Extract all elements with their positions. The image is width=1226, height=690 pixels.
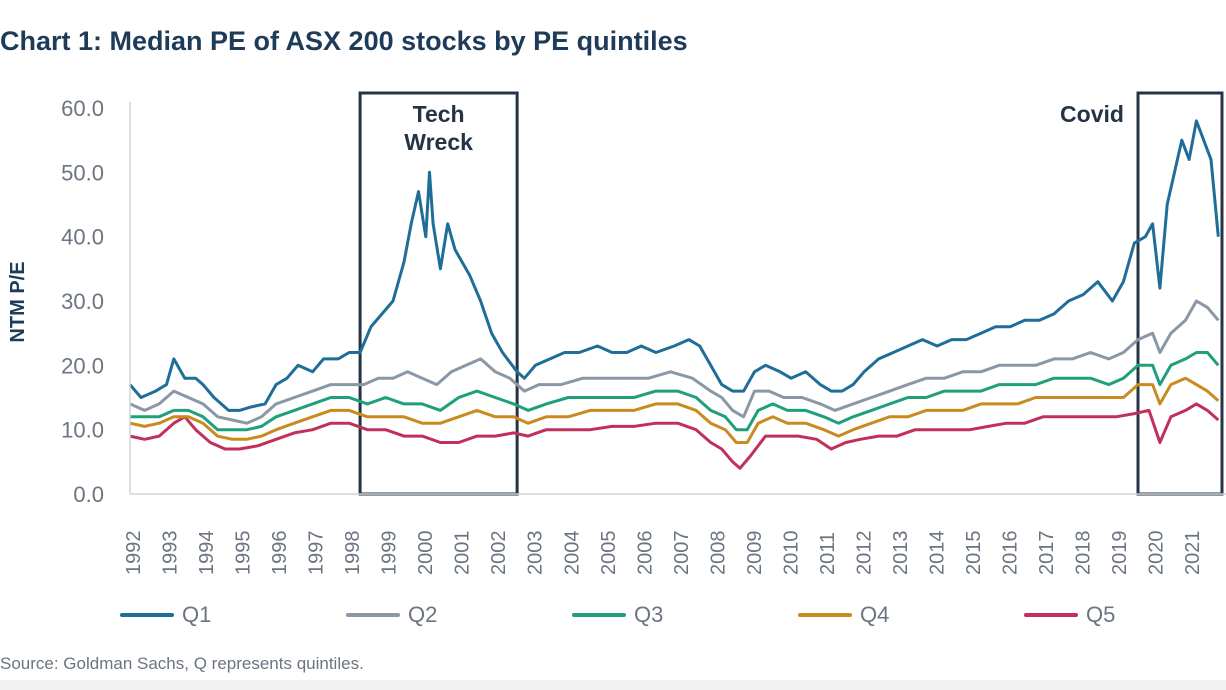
legend-swatch: [346, 613, 400, 617]
legend-label: Q4: [860, 602, 890, 627]
legend-item-q1: Q1: [120, 598, 211, 632]
x-tick-label: 2016: [1000, 531, 1022, 576]
x-tick-label: 1999: [379, 531, 401, 576]
x-tick-label: 2008: [707, 531, 729, 576]
x-tick-label: 2005: [598, 531, 620, 576]
legend-label: Q2: [408, 602, 438, 627]
legend-swatch: [120, 613, 174, 617]
x-tick-label: 1997: [306, 531, 328, 576]
legend-item-q3: Q3: [572, 598, 663, 632]
y-tick-label: 10.0: [61, 418, 104, 443]
x-tick-label: 1994: [196, 531, 218, 576]
legend-swatch: [572, 613, 626, 617]
legend-label: Q3: [634, 602, 664, 627]
legend-item-q2: Q2: [346, 598, 437, 632]
series-line-q5: [129, 402, 1220, 470]
annotation-label: Tech: [413, 101, 465, 127]
annotation-label: Covid: [1060, 101, 1124, 127]
x-tick-label: 2000: [415, 531, 437, 576]
x-tick-label: 2020: [1146, 531, 1168, 576]
x-tick-label: 2015: [963, 531, 985, 576]
footer-bar: [0, 680, 1226, 690]
x-tick-label: 2013: [890, 531, 912, 576]
y-tick-label: 20.0: [61, 353, 104, 378]
source-note: Source: Goldman Sachs, Q represents quin…: [0, 654, 364, 673]
legend-swatch: [1024, 613, 1078, 617]
series-line-q3: [130, 351, 1220, 432]
legend-label: Q1: [182, 602, 212, 627]
x-tick-label: 1995: [233, 531, 255, 576]
x-tick-label: 2010: [780, 531, 802, 576]
legend-label: Q5: [1086, 602, 1116, 627]
y-tick-label: 0.0: [73, 482, 104, 507]
y-tick-label: 40.0: [61, 225, 104, 250]
y-tick-label: 60.0: [61, 96, 104, 121]
x-tick-label: 2018: [1073, 531, 1095, 576]
x-tick-label: 1992: [123, 531, 145, 576]
chart-title: Chart 1: Median PE of ASX 200 stocks by …: [0, 26, 688, 56]
annotation-label: Wreck: [404, 129, 473, 155]
x-tick-label: 2002: [488, 531, 510, 576]
series-line-q4: [129, 376, 1220, 444]
x-tick-label: 2001: [452, 531, 474, 576]
x-tick-label: 2007: [671, 531, 693, 576]
x-tick-label: 1993: [160, 531, 182, 576]
x-tick-label: 1998: [342, 531, 364, 576]
legend-swatch: [798, 613, 852, 617]
legend-item-q4: Q4: [798, 598, 889, 632]
y-tick-label: 50.0: [61, 160, 104, 185]
x-tick-label: 2006: [634, 531, 656, 576]
x-tick-label: 2019: [1109, 531, 1131, 576]
x-tick-label: 2011: [817, 532, 839, 575]
series-line-q2: [129, 299, 1220, 425]
x-tick-label: 2003: [525, 531, 547, 576]
y-tick-label: 30.0: [61, 289, 104, 314]
series-line-q1: [128, 119, 1220, 412]
x-tick-label: 2014: [926, 531, 948, 576]
x-tick-label: 2017: [1036, 531, 1058, 576]
x-tick-label: 1996: [269, 531, 291, 576]
x-tick-label: 2004: [561, 531, 583, 576]
x-tick-label: 2012: [853, 531, 875, 576]
x-tick-label: 2021: [1182, 531, 1204, 576]
legend-item-q5: Q5: [1024, 598, 1115, 632]
x-tick-label: 2009: [744, 531, 766, 576]
legend: Q1 Q2 Q3 Q4 Q5: [120, 598, 1180, 632]
y-axis-label: NTM P/E: [7, 261, 29, 342]
